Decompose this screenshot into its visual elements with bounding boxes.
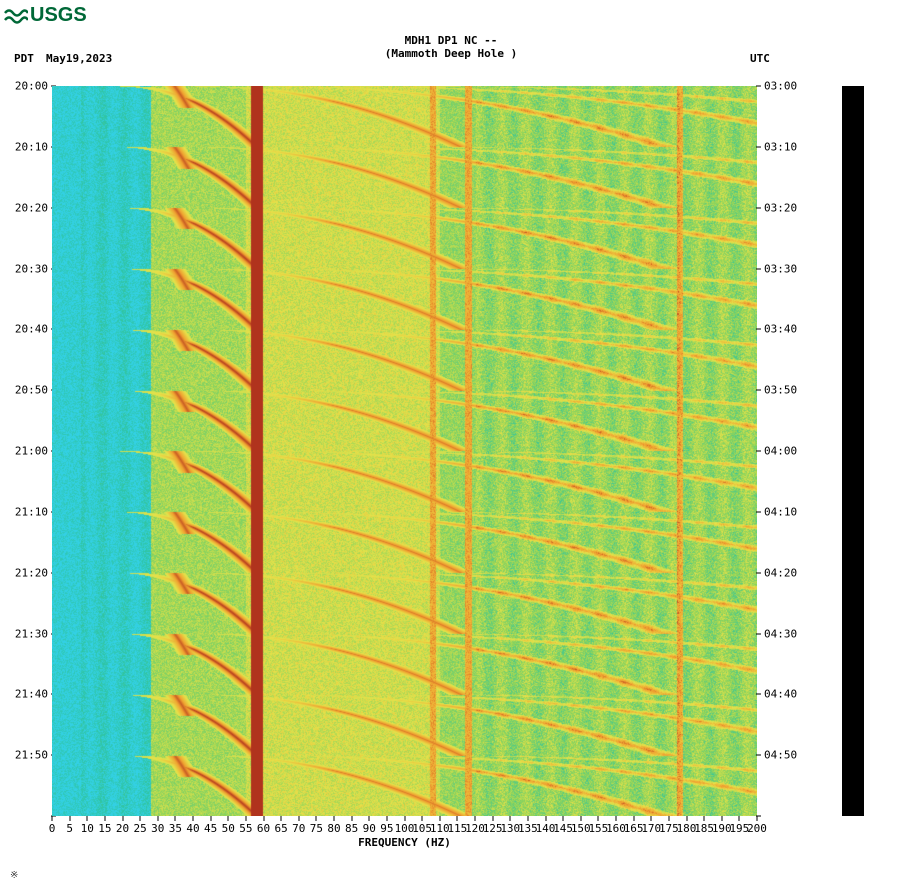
left-timezone-label: PDT [14, 52, 34, 65]
spectrogram-plot [52, 86, 757, 816]
wave-icon [4, 7, 28, 25]
y-tick-right: 03:30 [764, 262, 797, 275]
y-tick-left: 21:30 [15, 627, 48, 640]
x-tick: 70 [292, 822, 305, 835]
y-tick-right: 03:00 [764, 80, 797, 93]
x-tick: 35 [169, 822, 182, 835]
x-tick: 65 [275, 822, 288, 835]
usgs-logo: USGS [4, 4, 87, 27]
y-tick-right: 04:20 [764, 566, 797, 579]
x-tick: 75 [310, 822, 323, 835]
logo-text: USGS [30, 4, 87, 27]
x-tick: 10 [81, 822, 94, 835]
spectrogram-canvas [52, 86, 757, 816]
x-tick: 80 [327, 822, 340, 835]
y-tick-left: 20:40 [15, 323, 48, 336]
y-tick-left: 20:00 [15, 80, 48, 93]
y-tick-left: 21:20 [15, 566, 48, 579]
y-tick-left: 21:00 [15, 445, 48, 458]
y-tick-left: 20:10 [15, 140, 48, 153]
y-tick-right: 03:20 [764, 201, 797, 214]
x-tick: 30 [151, 822, 164, 835]
y-tick-left: 21:50 [15, 749, 48, 762]
x-tick: 60 [257, 822, 270, 835]
x-tick: 90 [363, 822, 376, 835]
y-axis-left: 20:0020:1020:2020:3020:4020:5021:0021:10… [14, 86, 50, 816]
y-tick-right: 04:10 [764, 505, 797, 518]
y-tick-left: 20:20 [15, 201, 48, 214]
y-tick-right: 03:40 [764, 323, 797, 336]
y-tick-right: 04:30 [764, 627, 797, 640]
y-tick-left: 20:30 [15, 262, 48, 275]
x-tick: 50 [222, 822, 235, 835]
x-tick: 200 [747, 822, 767, 835]
date-label: May19,2023 [46, 52, 112, 65]
x-tick: 20 [116, 822, 129, 835]
x-tick: 15 [98, 822, 111, 835]
y-tick-left: 20:50 [15, 384, 48, 397]
y-tick-right: 04:00 [764, 445, 797, 458]
y-tick-left: 21:40 [15, 688, 48, 701]
amplitude-sidebar [842, 86, 864, 816]
y-axis-right: 03:0003:1003:2003:3003:4003:5004:0004:10… [762, 86, 802, 816]
title-line-1: MDH1 DP1 NC -- [405, 34, 498, 47]
y-tick-right: 04:40 [764, 688, 797, 701]
x-tick: 45 [204, 822, 217, 835]
x-tick: 5 [66, 822, 73, 835]
x-tick: 25 [134, 822, 147, 835]
y-tick-right: 04:50 [764, 749, 797, 762]
y-tick-right: 03:10 [764, 140, 797, 153]
x-tick: 55 [239, 822, 252, 835]
y-tick-left: 21:10 [15, 505, 48, 518]
x-tick: 95 [380, 822, 393, 835]
x-axis-label: FREQUENCY (HZ) [52, 836, 757, 849]
x-tick: 0 [49, 822, 56, 835]
y-tick-right: 03:50 [764, 384, 797, 397]
right-timezone-label: UTC [750, 52, 770, 65]
x-tick: 40 [186, 822, 199, 835]
x-tick: 85 [345, 822, 358, 835]
x-axis: FREQUENCY (HZ) 05 10 15 20 25 30 35 40 45 50 55 60 6… [52, 816, 757, 856]
footer-mark: ※ [10, 870, 18, 881]
